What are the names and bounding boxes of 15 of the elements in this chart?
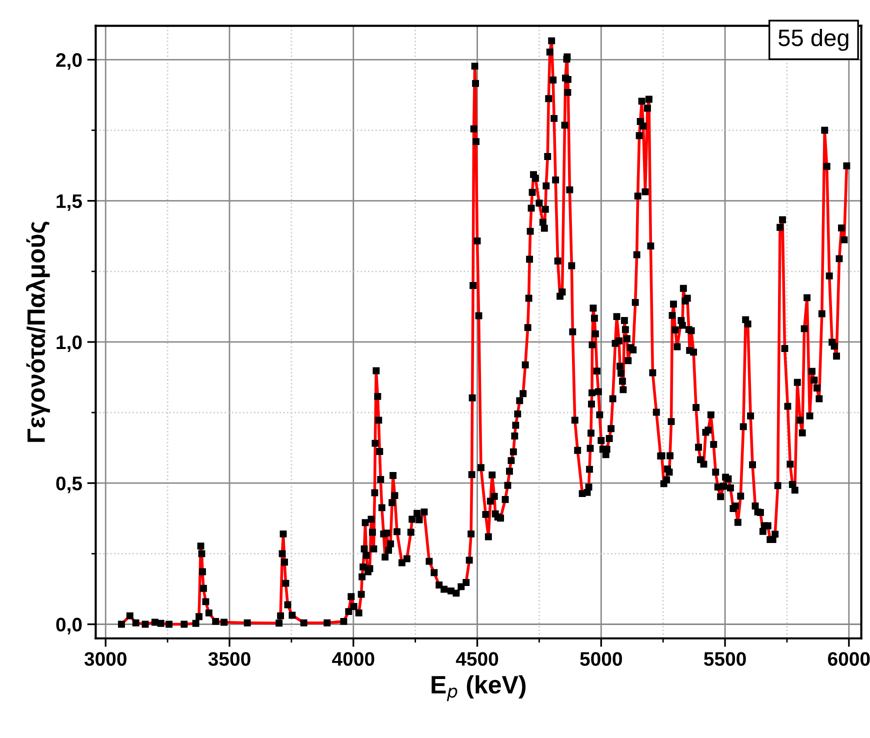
y-tick-label: 1,0 — [56, 335, 82, 352]
annotation: 55 deg — [778, 28, 848, 51]
x-axis-title: E$_{p}$ (keV) — [432, 675, 526, 702]
x-tick-label: 5500 — [704, 652, 746, 666]
x-tick-label: 4500 — [456, 652, 498, 666]
x-tick-label: 6000 — [828, 652, 870, 666]
x-tick-label: 4000 — [332, 652, 374, 666]
y-tick-label: 2,0 — [56, 53, 82, 70]
y-tick-label: 1,5 — [56, 194, 82, 211]
y-tick-label: 0,5 — [56, 476, 82, 494]
y-tick-label: 0,0 — [56, 618, 82, 634]
x-tick-label: 5000 — [580, 652, 622, 666]
y-axis-title: Γεγονότα/Παλμούς — [26, 222, 50, 442]
x-tick-label: 3500 — [208, 652, 250, 666]
x-tick-label: 3000 — [84, 652, 126, 666]
